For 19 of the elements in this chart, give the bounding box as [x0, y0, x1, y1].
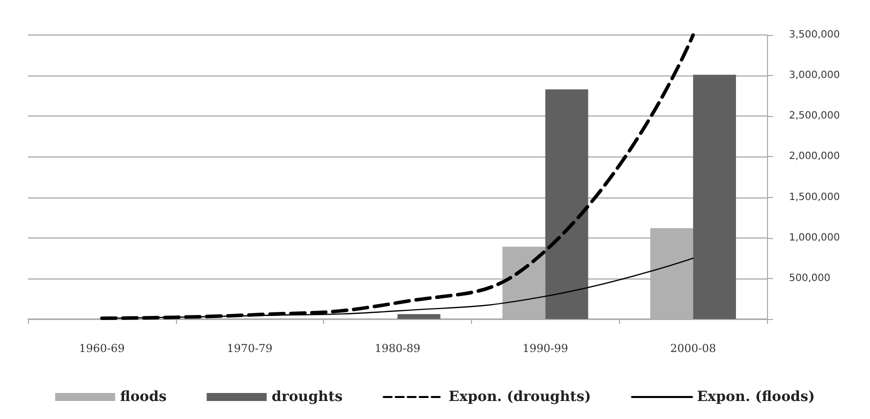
x-tick-label: 1990-99	[522, 342, 568, 355]
x-tick-label: 2000-08	[670, 342, 716, 355]
legend-label: floods	[120, 389, 167, 405]
y-tick-label: 2,000,000	[789, 151, 840, 162]
y-tick-label: 3,000,000	[789, 70, 840, 82]
y-tick-label: 3,500,000	[789, 30, 840, 40]
legend-label: Expon. (floods)	[697, 389, 815, 405]
bar	[545, 89, 588, 319]
legend-label: droughts	[272, 389, 343, 405]
y-tick-label: 1,000,000	[789, 232, 840, 244]
y-tick-label: 1,500,000	[789, 192, 840, 203]
x-tick-label: 1970-79	[226, 342, 273, 355]
x-tick-label: 1980-89	[374, 342, 420, 355]
y-tick-label: 2,500,000	[789, 110, 840, 122]
bar	[693, 74, 736, 319]
x-tick-label: 1960-69	[79, 342, 125, 355]
bar	[398, 314, 440, 319]
legend-label: Expon. (droughts)	[448, 389, 592, 405]
y-tick-label: 500,000	[789, 272, 830, 284]
